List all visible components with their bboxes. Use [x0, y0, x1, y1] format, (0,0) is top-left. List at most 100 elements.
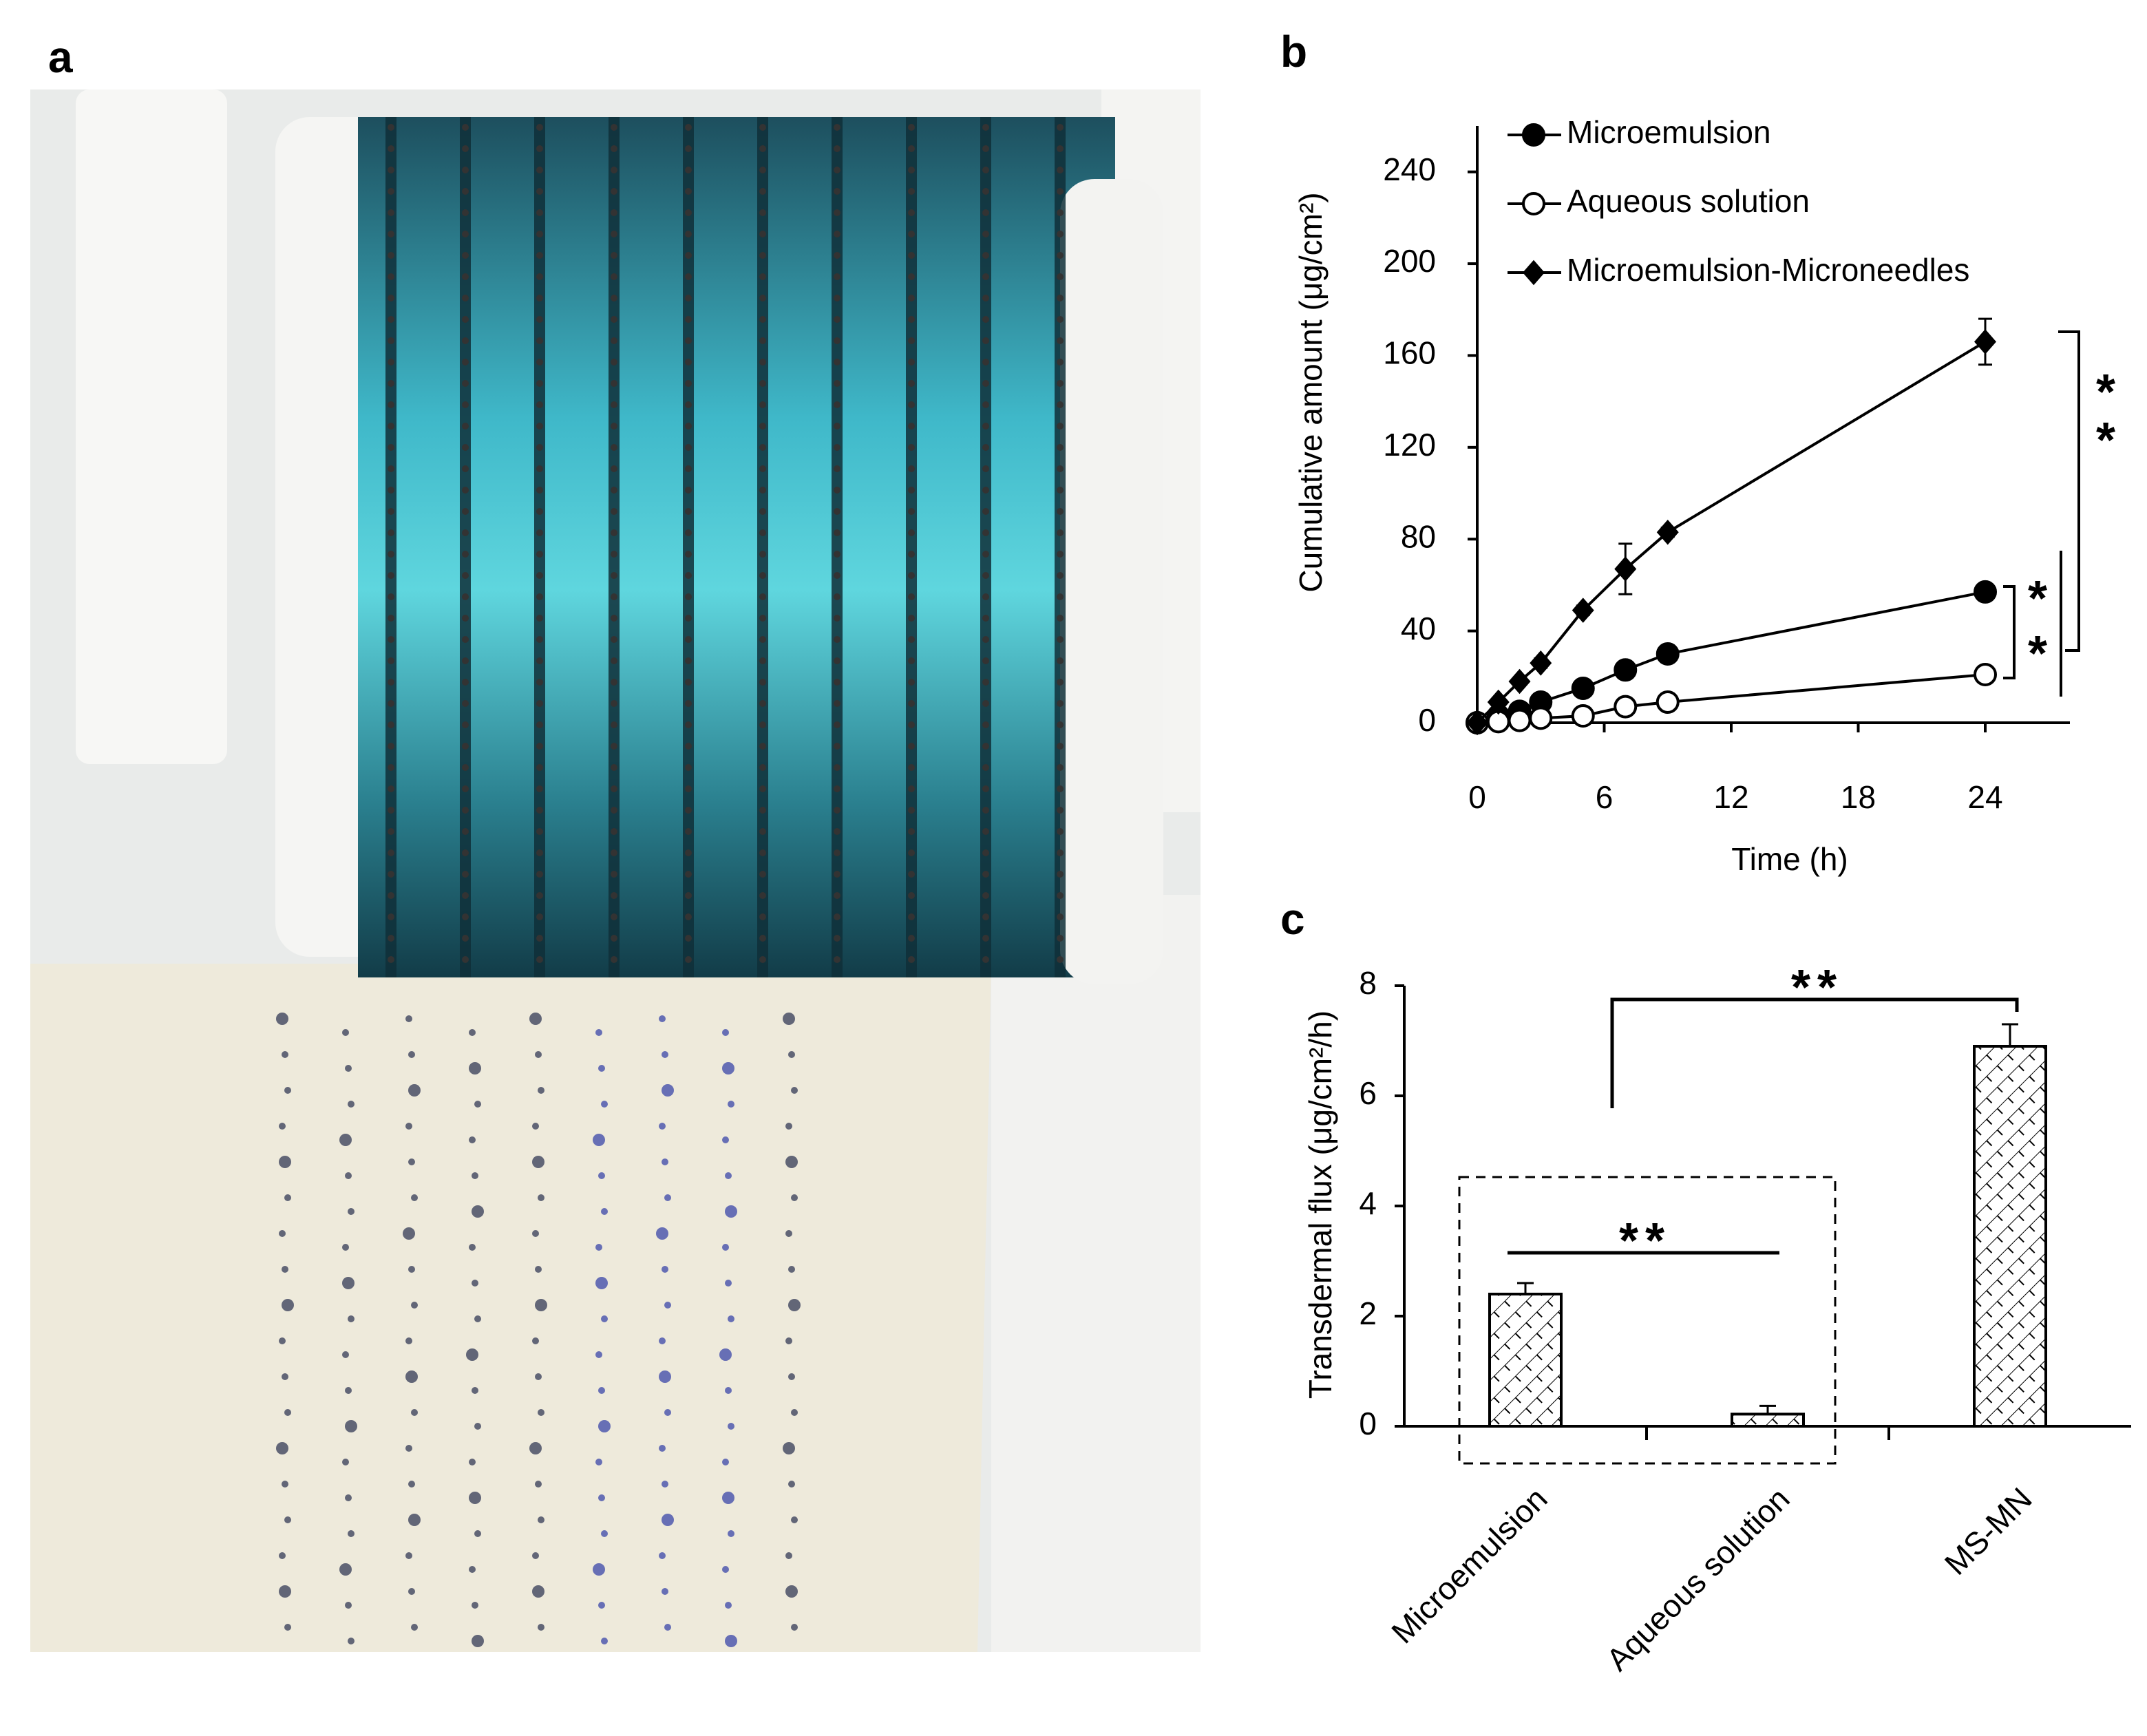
- needle: [611, 721, 617, 728]
- needle: [1057, 657, 1064, 664]
- y-tick-label: 40: [1401, 611, 1436, 646]
- error-bar: [2002, 1023, 2018, 1046]
- needle: [536, 871, 543, 878]
- needle: [1057, 380, 1064, 387]
- needle: [834, 337, 840, 344]
- dot: [469, 1244, 476, 1251]
- dot: [411, 1409, 418, 1416]
- needle: [388, 828, 394, 835]
- dot: [785, 1230, 792, 1237]
- needle: [462, 551, 469, 558]
- needle: [611, 785, 617, 792]
- needle: [908, 209, 915, 216]
- needle: [908, 423, 915, 430]
- dot: [339, 1563, 352, 1576]
- needle: [685, 871, 692, 878]
- dot: [472, 1172, 478, 1179]
- needle: [834, 231, 840, 237]
- dot: [535, 1481, 542, 1488]
- dot: [728, 1101, 734, 1108]
- needle: [908, 380, 915, 387]
- dot: [598, 1065, 605, 1072]
- needle: [908, 551, 915, 558]
- marker: [1656, 519, 1679, 545]
- dot: [719, 1348, 732, 1361]
- needle: [908, 657, 915, 664]
- needle: [834, 636, 840, 643]
- needle: [982, 380, 989, 387]
- dot: [282, 1481, 288, 1488]
- needle: [536, 124, 543, 131]
- marker: [1571, 676, 1595, 700]
- needle: [834, 593, 840, 600]
- needle: [908, 465, 915, 472]
- needle: [388, 465, 394, 472]
- dot: [595, 1351, 602, 1358]
- dot: [469, 1566, 476, 1573]
- dot: [728, 1423, 734, 1430]
- needle: [982, 871, 989, 878]
- dot: [472, 1635, 484, 1647]
- dot: [788, 1373, 795, 1380]
- dot: [279, 1123, 286, 1130]
- needle: [462, 316, 469, 323]
- puncture-marks: [276, 1013, 801, 1647]
- dot: [529, 1442, 542, 1454]
- needle: [611, 508, 617, 515]
- dot: [598, 1420, 611, 1432]
- panel-label: a: [48, 32, 73, 82]
- needle: [388, 807, 394, 814]
- needle: [462, 743, 469, 750]
- needle: [611, 849, 617, 856]
- needle: [685, 956, 692, 963]
- dot: [284, 1409, 291, 1416]
- dot: [405, 1552, 412, 1559]
- needle: [908, 337, 915, 344]
- dot: [598, 1172, 605, 1179]
- y-tick-label: 200: [1383, 243, 1436, 279]
- needle: [462, 593, 469, 600]
- needle: [536, 167, 543, 173]
- dot: [598, 1494, 605, 1501]
- needle: [1057, 423, 1064, 430]
- dot: [532, 1230, 539, 1237]
- dot: [282, 1373, 288, 1380]
- roller-cap-right: [1060, 179, 1163, 984]
- needle: [759, 231, 766, 237]
- needle: [388, 359, 394, 366]
- needle: [462, 231, 469, 237]
- needle: [982, 316, 989, 323]
- needle: [1057, 871, 1064, 878]
- dot: [664, 1302, 671, 1309]
- needle: [834, 401, 840, 408]
- needle: [1057, 167, 1064, 173]
- needle: [536, 380, 543, 387]
- dot: [342, 1277, 355, 1289]
- needle: [462, 188, 469, 195]
- needle: [759, 721, 766, 728]
- needle: [388, 849, 394, 856]
- dot: [722, 1492, 734, 1504]
- needle: [685, 167, 692, 173]
- needle: [982, 444, 989, 451]
- marker: [1614, 695, 1638, 719]
- dot: [348, 1101, 355, 1108]
- needle: [982, 295, 989, 301]
- needle: [536, 295, 543, 301]
- y-tick-label: 120: [1383, 427, 1436, 463]
- dot: [664, 1194, 671, 1201]
- needle: [982, 359, 989, 366]
- needle: [908, 593, 915, 600]
- needle: [611, 572, 617, 579]
- dot: [405, 1370, 418, 1383]
- dot: [345, 1420, 357, 1432]
- needle: [536, 572, 543, 579]
- needle: [536, 935, 543, 942]
- error-bar: [1759, 1404, 1776, 1415]
- needle: [388, 913, 394, 920]
- dot: [532, 1156, 544, 1168]
- dot: [725, 1205, 737, 1218]
- dot: [659, 1370, 671, 1383]
- needle: [462, 615, 469, 622]
- dot: [345, 1172, 352, 1179]
